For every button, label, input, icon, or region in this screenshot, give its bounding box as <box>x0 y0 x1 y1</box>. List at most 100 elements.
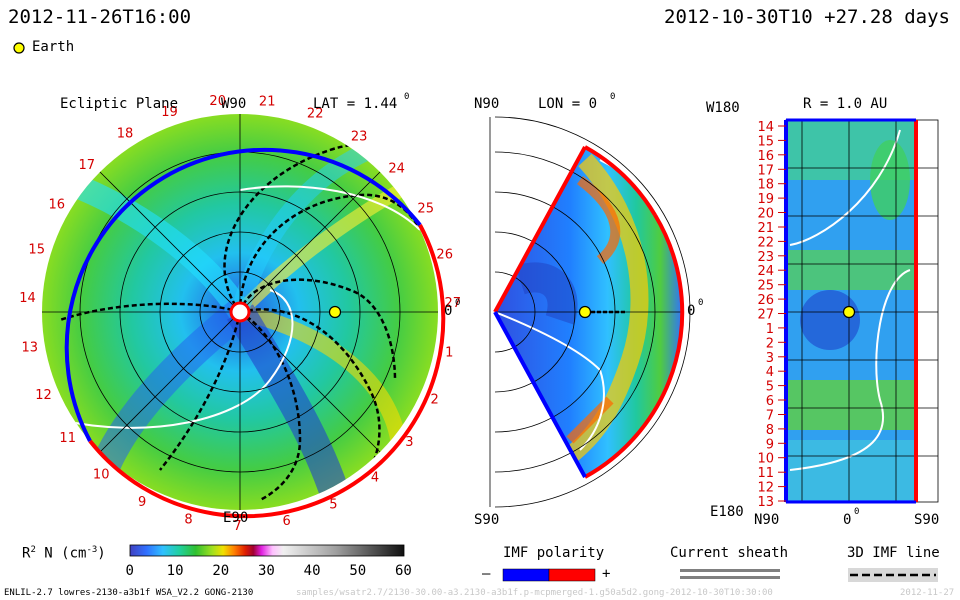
radial-title: R = 1.0 AU <box>803 96 888 112</box>
radial-y-tick-label: 16 <box>757 149 774 164</box>
carrington-tick-label: 19 <box>161 105 178 120</box>
earth-legend-label: Earth <box>32 39 75 55</box>
carrington-tick-label: 15 <box>28 243 45 258</box>
radial-x-label-s90: S90 <box>914 512 940 528</box>
radial-y-tick-label: 23 <box>757 250 774 265</box>
meridional-right-deg: 0 <box>698 298 704 308</box>
carrington-tick-label: 22 <box>307 107 324 122</box>
radial-y-tick-label: 10 <box>757 452 774 467</box>
ecliptic-lat-label: LAT = 1.44 <box>313 96 398 112</box>
carrington-tick-label: 8 <box>184 513 192 528</box>
carrington-tick-label: 18 <box>117 127 134 142</box>
radial-y-tick-label: 26 <box>757 293 774 308</box>
carrington-tick-label: 25 <box>417 202 434 217</box>
carrington-tick-label: 4 <box>371 471 379 486</box>
radial-y-tick-label: 24 <box>757 264 774 279</box>
colorbar-tick-label: 0 <box>125 563 134 579</box>
radial-y-tick-label: 1 <box>766 322 774 337</box>
carrington-tick-label: 3 <box>405 435 413 450</box>
carrington-tick-label: 6 <box>283 514 291 529</box>
meridional-right-label: 0 <box>687 303 696 319</box>
imf-minus-label: – <box>482 566 491 582</box>
carrington-tick-label: 5 <box>329 497 337 512</box>
radial-y-tick-label: 13 <box>757 495 774 510</box>
ecliptic-right-deg: 0 <box>455 298 461 308</box>
meridional-panel <box>489 116 691 508</box>
radial-y-tick-label: 19 <box>757 192 774 207</box>
radial-x-label-deg: 0 <box>854 507 860 517</box>
colorbar-tick-label: 10 <box>166 563 184 579</box>
earth-marker-radial <box>842 305 856 319</box>
radial-y-tick-label: 9 <box>766 437 774 452</box>
ecliptic-title: Ecliptic Plane <box>60 96 179 112</box>
earth-marker-meridional <box>578 305 592 319</box>
radial-y-tick-label: 18 <box>757 178 774 193</box>
radial-y-tick-label: 12 <box>757 481 774 496</box>
ecliptic-bottom-label: E90 <box>223 510 249 526</box>
radial-top-left-label: W180 <box>706 100 740 116</box>
colorbar-tick-label: 60 <box>395 563 412 579</box>
carrington-tick-label: 24 <box>388 162 405 177</box>
colorbar-label: R2 N (cm-3) <box>22 545 106 562</box>
radial-y-tick-label: 7 <box>766 409 774 424</box>
meridional-lon-label: LON = 0 <box>538 96 598 112</box>
carrington-tick-label: 20 <box>209 94 226 109</box>
colorbar <box>129 544 405 557</box>
radial-y-tick-label: 20 <box>757 207 774 222</box>
carrington-tick-label: 10 <box>93 468 110 483</box>
meridional-bottom-label: S90 <box>474 512 500 528</box>
carrington-tick-label: 12 <box>35 388 52 403</box>
imf-positive-swatch <box>548 568 596 582</box>
current-sheath-title: Current sheath <box>670 545 789 561</box>
radial-y-tick-label: 17 <box>757 163 774 178</box>
carrington-tick-label: 21 <box>259 95 276 110</box>
radial-y-tick-label: 14 <box>757 120 774 135</box>
colorbar-tick-label: 40 <box>303 563 321 579</box>
ecliptic-right-label: 0 <box>444 303 453 319</box>
current-sheath-swatch <box>680 569 780 579</box>
carrington-tick-label: 17 <box>79 158 96 173</box>
faint-date: 2012-11-27 <box>900 588 955 598</box>
colorbar-tick-label: 20 <box>212 563 230 579</box>
carrington-tick-label: 13 <box>22 341 39 356</box>
radial-y-tick-label: 11 <box>757 466 774 481</box>
earth-legend-icon <box>13 42 25 54</box>
radial-y-tick-label: 4 <box>766 365 774 380</box>
carrington-tick-label: 2 <box>430 393 438 408</box>
radial-y-tick-label: 27 <box>757 308 774 323</box>
radial-y-tick-label: 22 <box>757 235 774 250</box>
imf-3d-line-swatch <box>848 568 938 582</box>
radial-y-tick-label: 25 <box>757 279 774 294</box>
carrington-tick-label: 16 <box>49 197 66 212</box>
imf-polarity-title: IMF polarity <box>503 545 605 561</box>
radial-x-label-n90: N90 <box>754 512 780 528</box>
imf-3d-line-title: 3D IMF line <box>847 545 940 561</box>
ecliptic-panel <box>42 114 446 519</box>
ecliptic-lat-deg: 0 <box>404 92 410 102</box>
radial-panel <box>784 118 939 504</box>
radial-x-label-0: 0 <box>843 512 852 528</box>
radial-bottom-left-label: E180 <box>710 504 744 520</box>
radial-y-tick-label: 21 <box>757 221 774 236</box>
radial-y-tick-label: 5 <box>766 380 774 395</box>
imf-negative-swatch <box>502 568 550 582</box>
earth-marker-ecliptic <box>328 305 342 319</box>
ecliptic-top-label: W90 <box>221 96 247 112</box>
carrington-tick-label: 1 <box>445 345 453 360</box>
colorbar-tick-label: 50 <box>349 563 367 579</box>
carrington-tick-label: 11 <box>59 431 76 446</box>
carrington-tick-label: 7 <box>233 519 241 534</box>
radial-y-tick-label: 3 <box>766 351 774 366</box>
radial-y-tick-label: 8 <box>766 423 774 438</box>
carrington-tick-label: 26 <box>436 247 453 262</box>
colorbar-tick-label: 30 <box>258 563 275 579</box>
radial-y-tick-label: 15 <box>757 134 774 149</box>
carrington-tick-label: 14 <box>19 291 36 306</box>
faint-run-path: samples/wsatr2.7/2130-30.00-a3.2130-a3b1… <box>296 588 773 598</box>
meridional-top-label: N90 <box>474 96 500 112</box>
carrington-tick-label: 27 <box>445 296 462 311</box>
radial-y-tick-label: 6 <box>766 394 774 409</box>
meridional-lon-deg: 0 <box>610 92 616 102</box>
reference-time: 2012-10-30T10 +27.28 days <box>664 6 950 28</box>
